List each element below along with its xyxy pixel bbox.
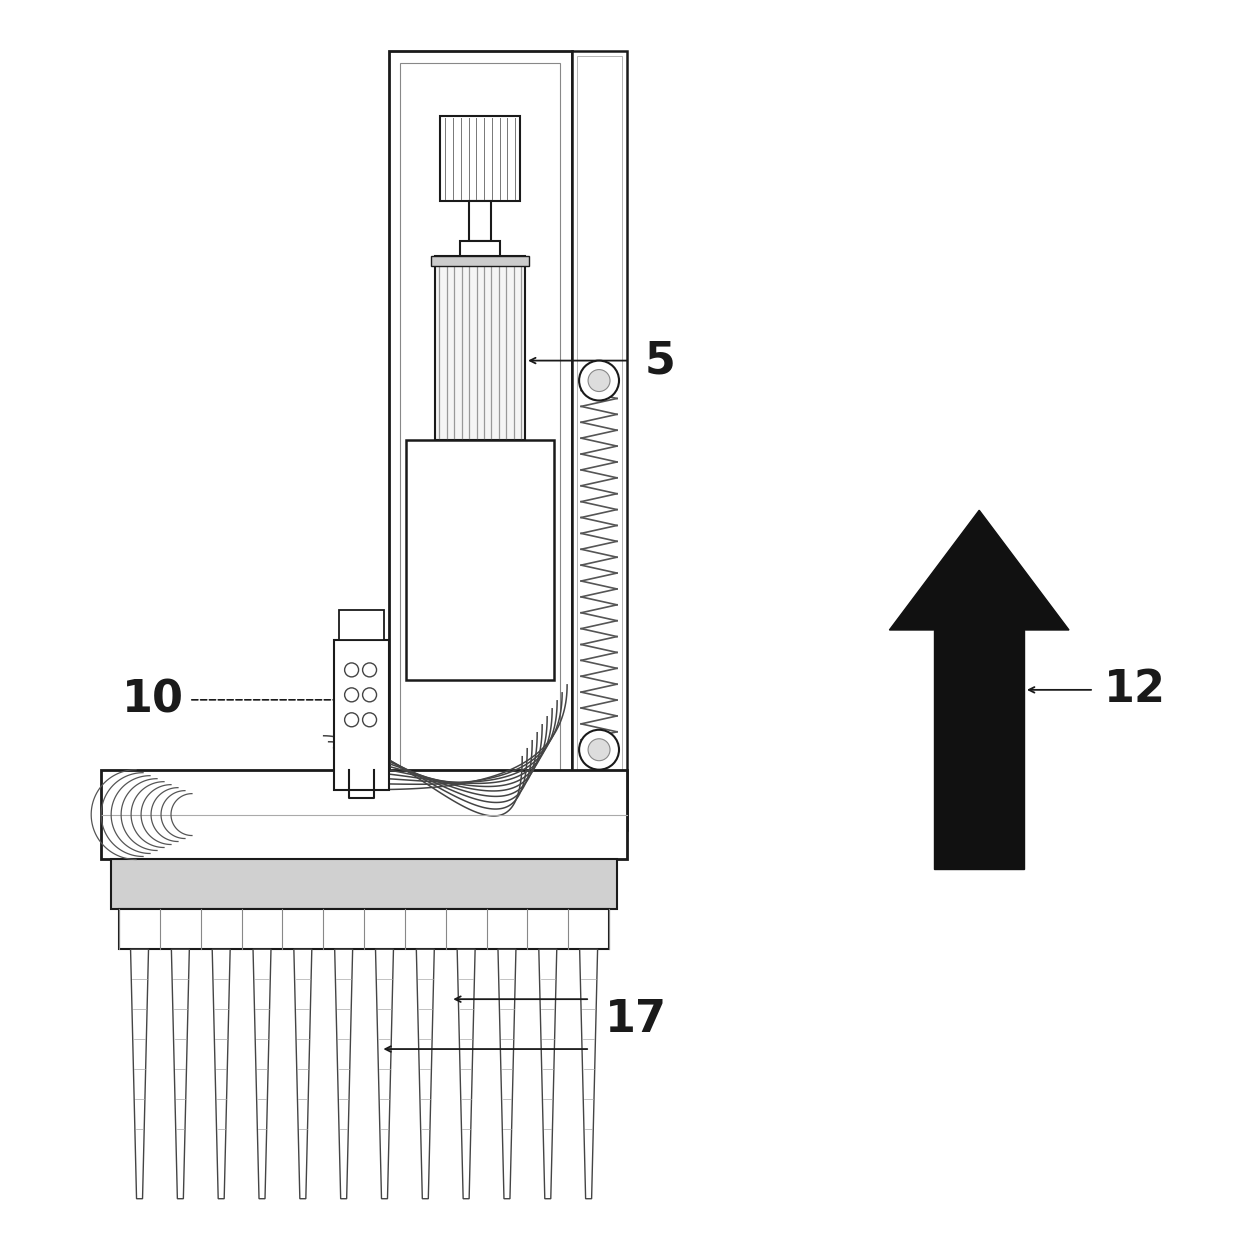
- Bar: [577, 56, 622, 825]
- Bar: [432, 256, 529, 266]
- Bar: [102, 770, 627, 859]
- Bar: [334, 640, 388, 790]
- Bar: [934, 630, 1024, 869]
- Polygon shape: [417, 949, 434, 1199]
- Text: 10: 10: [122, 678, 184, 721]
- Polygon shape: [335, 949, 352, 1199]
- Circle shape: [362, 688, 377, 702]
- Polygon shape: [498, 949, 516, 1199]
- Polygon shape: [889, 510, 1069, 630]
- Polygon shape: [171, 949, 190, 1199]
- Polygon shape: [294, 949, 311, 1199]
- Bar: [435, 256, 526, 440]
- Polygon shape: [212, 949, 231, 1199]
- Polygon shape: [458, 949, 475, 1199]
- Bar: [401, 63, 560, 808]
- Circle shape: [579, 361, 619, 400]
- Bar: [460, 241, 500, 256]
- Circle shape: [345, 663, 358, 677]
- Circle shape: [362, 712, 377, 727]
- Polygon shape: [579, 949, 598, 1199]
- Text: 12: 12: [1104, 668, 1166, 711]
- Bar: [112, 859, 618, 909]
- Circle shape: [345, 712, 358, 727]
- Circle shape: [588, 739, 610, 761]
- Bar: [572, 51, 627, 830]
- Circle shape: [345, 688, 358, 702]
- Circle shape: [362, 663, 377, 677]
- Bar: [407, 440, 554, 680]
- Bar: [119, 909, 609, 949]
- Bar: [440, 117, 521, 201]
- Circle shape: [588, 370, 610, 391]
- Polygon shape: [253, 949, 272, 1199]
- Polygon shape: [376, 949, 393, 1199]
- Polygon shape: [130, 949, 149, 1199]
- Bar: [339, 609, 383, 640]
- Circle shape: [579, 730, 619, 770]
- Text: 5: 5: [645, 339, 676, 382]
- Text: 17: 17: [605, 998, 667, 1041]
- Polygon shape: [539, 949, 557, 1199]
- Bar: [469, 201, 491, 241]
- Bar: [388, 51, 572, 820]
